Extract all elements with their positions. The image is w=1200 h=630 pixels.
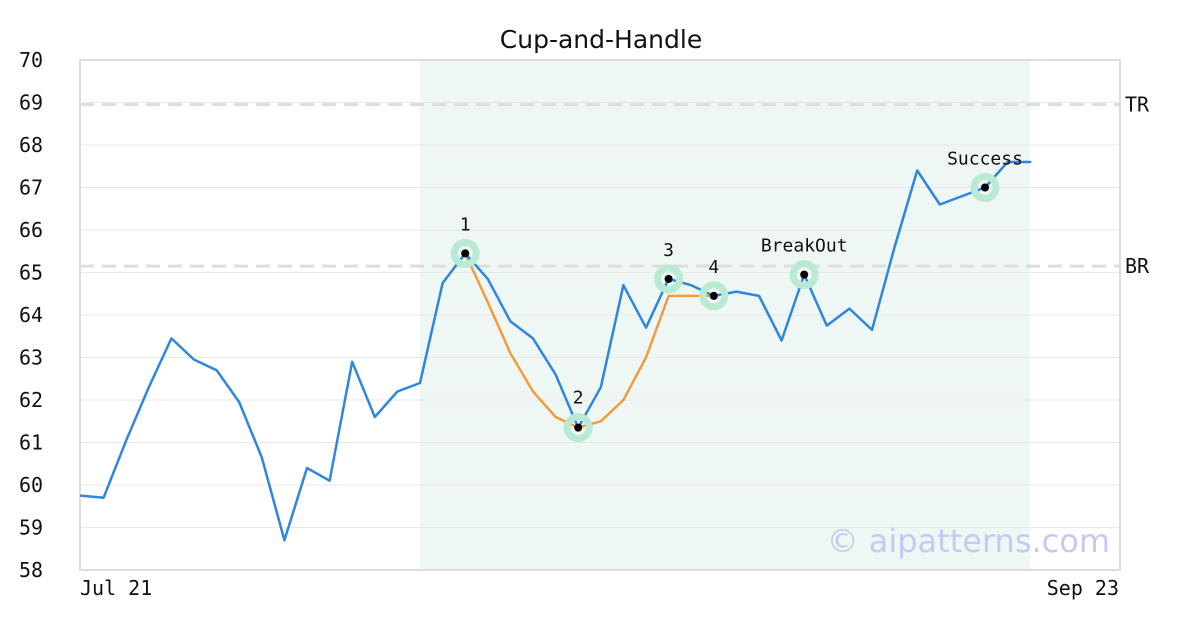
level-label-tr: TR [1125,93,1150,117]
y-tick-label: 59 [19,516,43,540]
y-tick-label: 61 [19,431,43,455]
y-tick-label: 60 [19,473,43,497]
annotation-label: 4 [708,257,719,278]
annotation-dot [800,270,809,279]
y-tick-label: 62 [19,388,43,412]
x-tick-label: Jul 21 [80,576,152,600]
annotation-label: 1 [460,214,471,235]
annotation-label: 2 [573,388,584,409]
x-axis-ticks: Jul 21 Sep 23 [80,576,1119,600]
annotation-dot [574,423,583,432]
y-tick-label: 70 [19,48,43,72]
y-tick-label: 63 [19,346,43,370]
annotation-label: Success [947,149,1023,170]
y-tick-label: 68 [19,133,43,157]
annotation-dot [664,274,673,283]
y-axis-ticks: 58 59 60 61 62 63 64 65 66 67 68 69 70 [19,48,43,582]
annotation-dot [709,291,718,300]
level-lines: TR BR [80,93,1150,278]
annotation-dot [981,183,989,192]
annotation-label: BreakOut [761,236,848,257]
annotation-dot [461,249,470,258]
annotation-markers: 1 2 3 4 BreakOut Success [450,149,1023,443]
annotation-halo [563,413,593,443]
x-tick-label: Sep 23 [1047,576,1119,600]
level-label-br: BR [1125,254,1150,278]
y-tick-label: 58 [19,558,43,582]
annotation-halo [789,260,819,290]
y-tick-label: 67 [19,176,43,200]
annotation-halo [699,281,729,311]
y-tick-label: 66 [19,218,43,242]
watermark-text: © aipatterns.com [827,522,1110,560]
plot-frame [79,59,1121,571]
annotation-halo [450,238,480,268]
annotation-halo [970,173,1000,202]
chart-title: Cup-and-Handle [500,25,702,54]
y-tick-label: 64 [19,303,43,327]
y-tick-label: 65 [19,261,43,285]
annotation-label: 3 [663,240,674,261]
y-tick-label: 69 [19,91,43,115]
annotation-halo [654,264,684,294]
price-series-line [79,160,1032,542]
